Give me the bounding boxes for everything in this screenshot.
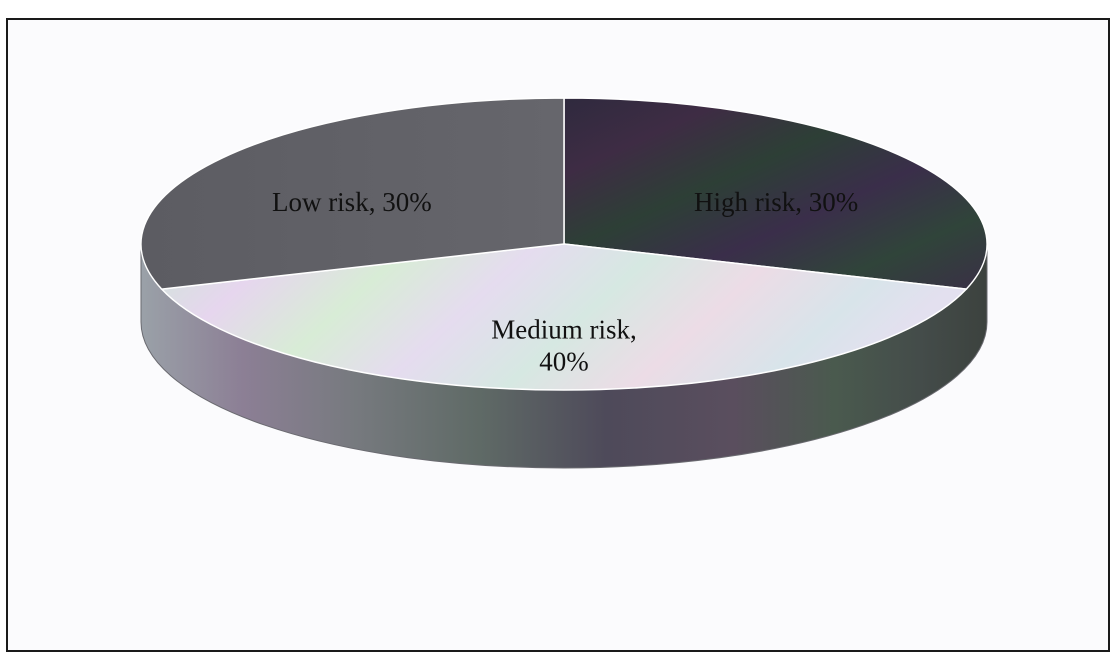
- slice-label-high-risk: High risk, 30%: [694, 187, 858, 217]
- slice-label-medium-risk: Medium risk, 40%: [491, 315, 637, 377]
- pie-top: [140, 97, 988, 391]
- pie-labels: High risk, 30% Medium risk, 40% Low risk, 3…: [272, 187, 858, 377]
- pie-chart: High risk, 30% Medium risk, 40% Low risk, 3…: [140, 97, 988, 469]
- slice-label-low-risk: Low risk, 30%: [272, 187, 432, 217]
- pie-slice-medium-risk: [160, 243, 968, 391]
- pie-slice-low-risk: [140, 97, 565, 290]
- pie-slice-high-risk: [563, 97, 988, 290]
- chart-frame: High risk, 30% Medium risk, 40% Low risk, 3…: [6, 18, 1110, 652]
